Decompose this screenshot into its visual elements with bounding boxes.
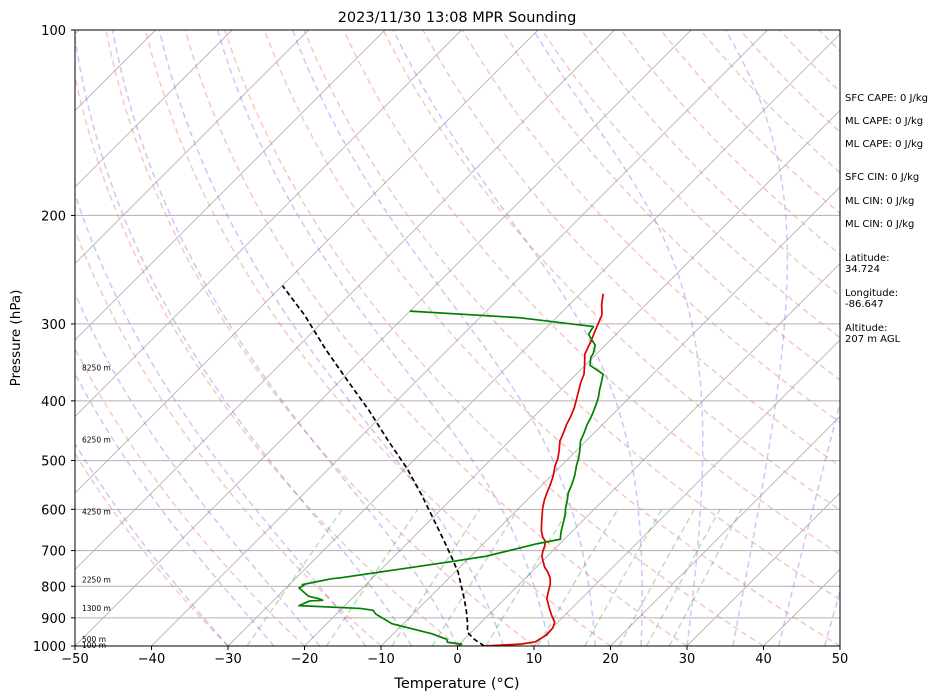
moist-adiabat-line [75, 442, 229, 646]
dry-adiabat-line [422, 30, 840, 467]
x-tick-label: 30 [679, 652, 696, 667]
stat-ml-cin-2: ML CIN: 0 J/kg [845, 219, 915, 230]
stat-longitude: Longitude: -86.647 [845, 288, 899, 310]
dry-adiabat-line [75, 73, 458, 646]
y-tick-label: 900 [41, 612, 66, 627]
isotherm-line [75, 30, 233, 188]
height-label: 1300 m [82, 604, 111, 613]
dry-adiabat-line [144, 30, 611, 646]
dry-adiabat-line [75, 452, 229, 646]
mixing-ratio-line [431, 508, 519, 646]
dry-adiabat-line [75, 228, 382, 646]
dry-adiabat-line [580, 30, 840, 297]
x-tick-label: 20 [602, 652, 619, 667]
isotherm-line [75, 30, 309, 265]
plot-frame [74, 29, 841, 647]
moist-adiabat-line [392, 30, 643, 646]
x-tick-label: −30 [214, 652, 241, 667]
height-label: 6250 m [82, 435, 111, 444]
y-tick-label: 1000 [33, 640, 66, 655]
y-tick-label: 400 [41, 395, 66, 410]
moist-adiabat-line [75, 33, 413, 646]
moist-adiabat-line [725, 30, 789, 646]
moist-adiabat-line [291, 30, 596, 646]
stat-ml-cape: ML CAPE: 0 J/kg [845, 116, 924, 127]
isotherm-line [0, 30, 3, 646]
x-tick-label: 50 [832, 652, 849, 667]
stat-latitude: Latitude: 34.724 [845, 253, 890, 275]
y-tick-label: 700 [41, 545, 66, 560]
mixing-ratio-line [391, 508, 481, 646]
isotherm-line [304, 109, 840, 646]
dry-adiabat-line [263, 30, 840, 646]
parcel-path-line [281, 285, 485, 646]
stat-ml-cape-2: ML CAPE: 0 J/kg [845, 139, 924, 150]
mixing-ratio-line [618, 508, 695, 646]
x-tick-label: 0 [453, 652, 461, 667]
y-axis-label: Pressure (hPa) [8, 290, 24, 387]
stat-sfc-cape: SFC CAPE: 0 J/kg [845, 93, 928, 104]
dry-adiabat-line [342, 30, 840, 556]
isotherm-line [533, 339, 840, 646]
y-tick-label: 600 [41, 503, 66, 518]
moist-adiabat-line [778, 400, 840, 646]
mixing-ratio-line [246, 508, 343, 646]
x-tick-label: 40 [755, 652, 772, 667]
moist-adiabat-line [532, 30, 704, 646]
isotherm-line [75, 30, 615, 571]
x-tick-label: −20 [291, 652, 318, 667]
mixing-ratio-line [668, 508, 742, 646]
isotherm-line [686, 492, 840, 646]
x-tick-label: −50 [61, 652, 88, 667]
moist-adiabat-line [823, 588, 840, 646]
mixing-ratio-line [485, 508, 570, 646]
y-tick-label: 500 [41, 455, 66, 470]
y-tick-label: 300 [41, 318, 66, 333]
dry-adiabat-line [105, 30, 535, 646]
moist-adiabat-line [75, 372, 275, 646]
moist-adiabat-line [75, 191, 367, 646]
x-tick-label: 10 [526, 652, 543, 667]
isotherm-line [227, 33, 840, 646]
stat-sfc-cin: SFC CIN: 0 J/kg [845, 172, 920, 183]
height-label: 4250 m [82, 508, 111, 517]
mixing-ratio-line [584, 508, 663, 646]
isotherm-line [75, 30, 692, 646]
isotherm-line [75, 30, 386, 341]
x-axis-label: Temperature (°C) [393, 676, 519, 692]
isotherm-line [380, 186, 840, 646]
isotherm-line [75, 30, 462, 418]
moist-adiabat-line [111, 30, 459, 646]
mixing-ratio-line [645, 508, 721, 646]
y-tick-label: 800 [41, 580, 66, 595]
dry-adiabat-line [75, 347, 306, 646]
stat-altitude: Altitude: 207 m AGL [845, 323, 901, 345]
y-tick-label: 200 [41, 209, 66, 224]
mixing-ratio-line [325, 508, 419, 646]
isotherm-line [610, 415, 840, 646]
chart-title: 2023/11/30 13:08 MPR Sounding [338, 10, 577, 26]
mixing-ratio-line [537, 508, 619, 646]
dewpoint-profile-line [298, 310, 604, 646]
dry-adiabat-line [184, 30, 688, 646]
isotherm-line [75, 30, 539, 494]
y-tick-label: 100 [41, 24, 66, 39]
height-label: 500 m [82, 635, 106, 644]
dry-adiabat-line [382, 30, 840, 511]
isotherm-line [457, 262, 840, 646]
height-label: 2250 m [82, 576, 111, 585]
x-tick-label: −40 [138, 652, 165, 667]
temperature-profile-line [484, 293, 605, 646]
dry-adiabat-line [303, 30, 840, 601]
x-tick-label: −10 [367, 652, 394, 667]
stat-ml-cin: ML CIN: 0 J/kg [845, 196, 915, 207]
moist-adiabat-line [216, 30, 551, 646]
height-label: 8250 m [82, 363, 111, 372]
isotherm-line [151, 30, 768, 646]
